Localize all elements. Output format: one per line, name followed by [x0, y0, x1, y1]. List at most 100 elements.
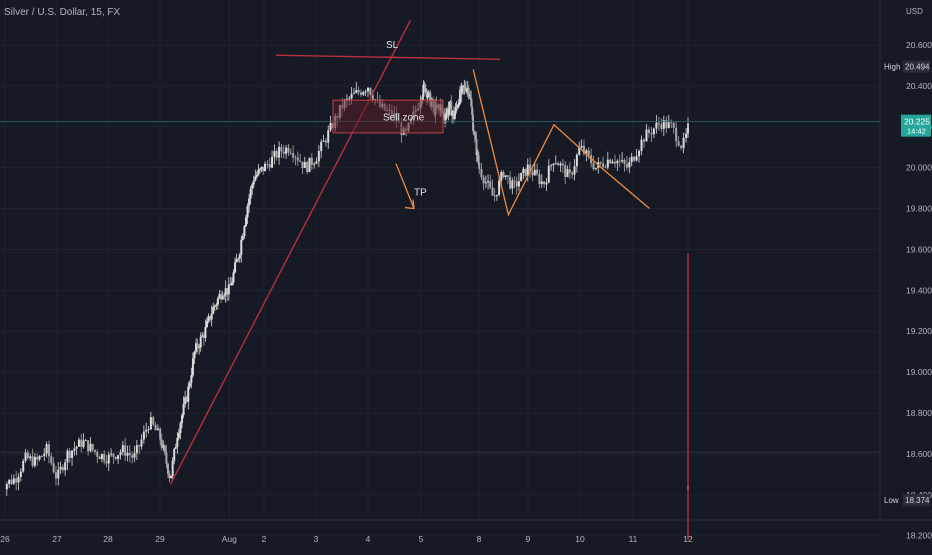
candle-body: [121, 445, 124, 453]
time-tick-label: 28: [103, 534, 113, 544]
candle-body: [322, 140, 325, 142]
candle-body: [100, 454, 103, 460]
candle-body: [75, 446, 78, 449]
candle-body: [460, 86, 463, 95]
candle-body: [543, 181, 546, 185]
candle-body: [170, 476, 173, 479]
candle-body: [216, 298, 219, 305]
candle-body: [451, 112, 454, 116]
candle-body: [421, 96, 424, 101]
candle-body: [185, 397, 188, 402]
candle-body: [529, 164, 532, 172]
price-tick-label: 18.800: [906, 408, 932, 418]
candle-body: [685, 133, 688, 138]
candle-body: [196, 343, 199, 348]
candle-body: [17, 476, 20, 483]
candle-body: [244, 217, 247, 227]
candle-body: [210, 313, 213, 320]
candle-body: [145, 429, 148, 432]
price-axis-panel[interactable]: [880, 0, 932, 520]
candle-body: [299, 160, 302, 162]
candle-body: [687, 127, 689, 130]
candle-body: [665, 120, 668, 128]
candle-body: [221, 296, 224, 300]
candle-body: [427, 91, 430, 96]
candle-body: [475, 139, 478, 155]
candle-body: [367, 87, 369, 92]
candle-body: [594, 167, 597, 170]
candle-body: [540, 181, 543, 184]
candle-body: [327, 130, 330, 143]
candle-body: [513, 180, 516, 182]
time-axis-layer[interactable]: 26 27 28 29 Aug 2 3 4 5 8 9 10 11 12: [0, 534, 693, 544]
candle-body: [212, 306, 215, 314]
candle-body: [647, 129, 650, 133]
price-tick-label: 18.200: [906, 531, 932, 541]
candle-body: [77, 439, 80, 447]
price-tick-label: 19.800: [906, 204, 932, 214]
tp-arrow-head: [404, 199, 415, 210]
candle-body: [234, 262, 237, 273]
candle-body: [176, 438, 179, 447]
sl-label: SL: [386, 40, 399, 51]
time-tick-label: 2: [262, 534, 267, 544]
candle-body: [371, 94, 374, 101]
candle-body: [209, 316, 212, 320]
candle-body: [524, 168, 527, 176]
candle-body: [12, 478, 15, 484]
candle-body: [670, 122, 673, 124]
candle-body: [587, 150, 590, 156]
low-badge: [903, 494, 930, 507]
candle-body: [5, 484, 8, 490]
candle-body: [266, 163, 269, 165]
candle-body: [33, 456, 36, 466]
candle-body: [592, 163, 595, 170]
candle-body: [218, 294, 221, 299]
trendline[interactable]: [169, 20, 412, 485]
candle-body: [179, 423, 182, 434]
candle-body: [154, 424, 157, 431]
candle-body: [166, 463, 169, 474]
candle-body: [213, 305, 216, 307]
candle-body: [251, 184, 254, 189]
candle-body: [64, 462, 67, 471]
candle-body: [357, 90, 360, 93]
candle-body: [182, 404, 185, 416]
candle-body: [447, 109, 450, 115]
candle-body: [348, 98, 351, 100]
high-value: 20.494: [905, 63, 930, 72]
candle-body: [517, 181, 520, 187]
candle-body: [618, 160, 621, 162]
candle-body: [478, 162, 481, 170]
candle-body: [87, 440, 90, 452]
sl-line[interactable]: [275, 54, 501, 60]
price-tick-label: 20.600: [906, 40, 932, 50]
time-tick-label: 12: [683, 534, 693, 544]
candle-body: [159, 428, 162, 440]
candle-body: [38, 456, 41, 460]
candle-body: [248, 198, 251, 206]
candle-body: [199, 336, 202, 348]
candle-body: [313, 163, 316, 165]
candle-body: [680, 145, 683, 149]
candle-body: [187, 386, 190, 402]
candle-body: [114, 456, 117, 460]
sell-zone-box[interactable]: [332, 99, 444, 134]
candle-body: [195, 343, 198, 352]
candle-body: [422, 84, 425, 97]
candle-body: [292, 153, 295, 158]
tp-arrow-shaft[interactable]: [395, 163, 415, 209]
candle-body: [509, 176, 512, 189]
candle-body: [652, 128, 655, 135]
candle-body: [604, 166, 607, 168]
candle-body: [232, 272, 235, 283]
drawings-layer: SL Sell zone TP: [0, 20, 880, 540]
candle-body: [545, 182, 548, 185]
candle-body: [280, 146, 283, 152]
candle-body: [215, 304, 218, 306]
zigzag-pattern[interactable]: [472, 69, 650, 217]
candle-body: [515, 181, 518, 187]
candle-body: [458, 103, 461, 105]
candle-body: [467, 88, 470, 96]
